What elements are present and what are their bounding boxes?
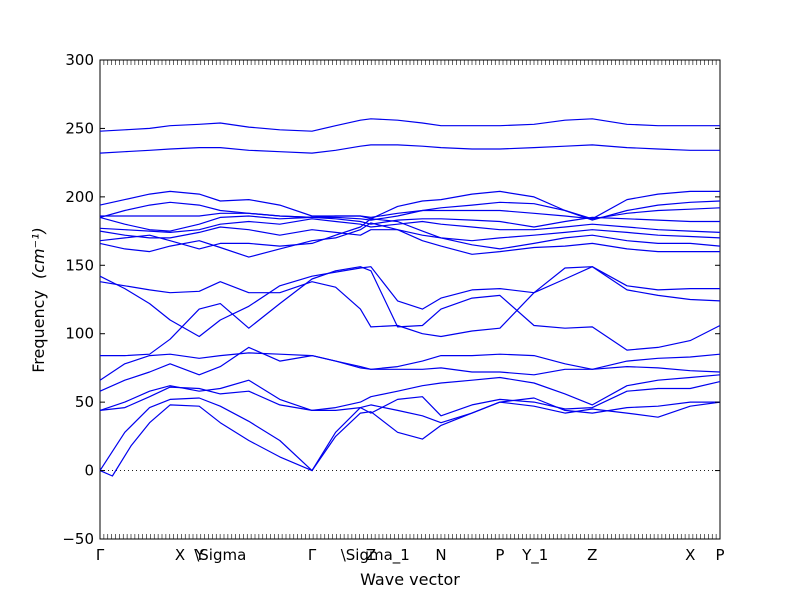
x-tick-label: Z: [366, 546, 376, 564]
band-12: [99, 226, 721, 242]
band-7: [100, 266, 721, 357]
band-18: [99, 144, 720, 154]
x-tick-label: Γ: [96, 546, 105, 564]
band-16: [99, 200, 721, 221]
x-tick-label: \Sigma: [194, 546, 246, 564]
band-10: [99, 222, 720, 258]
y-tick-label: 0: [84, 462, 94, 480]
band-13: [99, 218, 721, 233]
band-11: [99, 218, 721, 250]
band-3: [99, 381, 721, 417]
y-tick-label: 200: [65, 188, 94, 206]
band-6: [99, 352, 721, 381]
y-tick-label: 150: [65, 256, 94, 274]
x-tick-label: Y_1: [521, 546, 548, 565]
band-17: [99, 190, 720, 220]
band-4: [99, 374, 721, 411]
x-tick-label: \Sigma_1: [341, 546, 410, 565]
band-5: [99, 346, 721, 392]
x-tick-label: P: [495, 546, 504, 564]
y-tick-label: 50: [75, 393, 94, 411]
plot-frame: [99, 59, 721, 540]
y-axis: −50 0 50 100 150 200 250 300: [62, 51, 720, 548]
y-axis-label-text: Frequency: [29, 290, 48, 373]
y-tick-label: 100: [65, 325, 94, 343]
x-tick-label: X: [685, 546, 695, 564]
y-tick-label: 250: [65, 119, 94, 137]
y-tick-label: −50: [62, 530, 94, 548]
x-axis-label: Wave vector: [360, 570, 460, 589]
x-tick-label: Z: [587, 546, 597, 564]
x-tick-label: P: [715, 546, 724, 564]
band-19: [99, 118, 720, 132]
x-tick-label: Γ: [308, 546, 317, 564]
y-axis-label: Frequency (cm⁻¹): [29, 227, 48, 372]
x-tick-label: Y: [194, 546, 205, 564]
x-tick-label: N: [435, 546, 446, 564]
series-layer: [99, 118, 721, 477]
band-14: [99, 215, 720, 232]
y-tick-label: 300: [65, 51, 94, 69]
band-9: [99, 266, 720, 338]
band-1: [99, 401, 721, 477]
x-axis: Γ X Y\Sigma Γ Z\Sigma_1 N P Y_1 Z X P: [96, 60, 725, 565]
band-2: [99, 397, 720, 472]
y-axis-label-unit: (cm⁻¹): [29, 227, 48, 279]
x-tick-label: X: [175, 546, 185, 564]
